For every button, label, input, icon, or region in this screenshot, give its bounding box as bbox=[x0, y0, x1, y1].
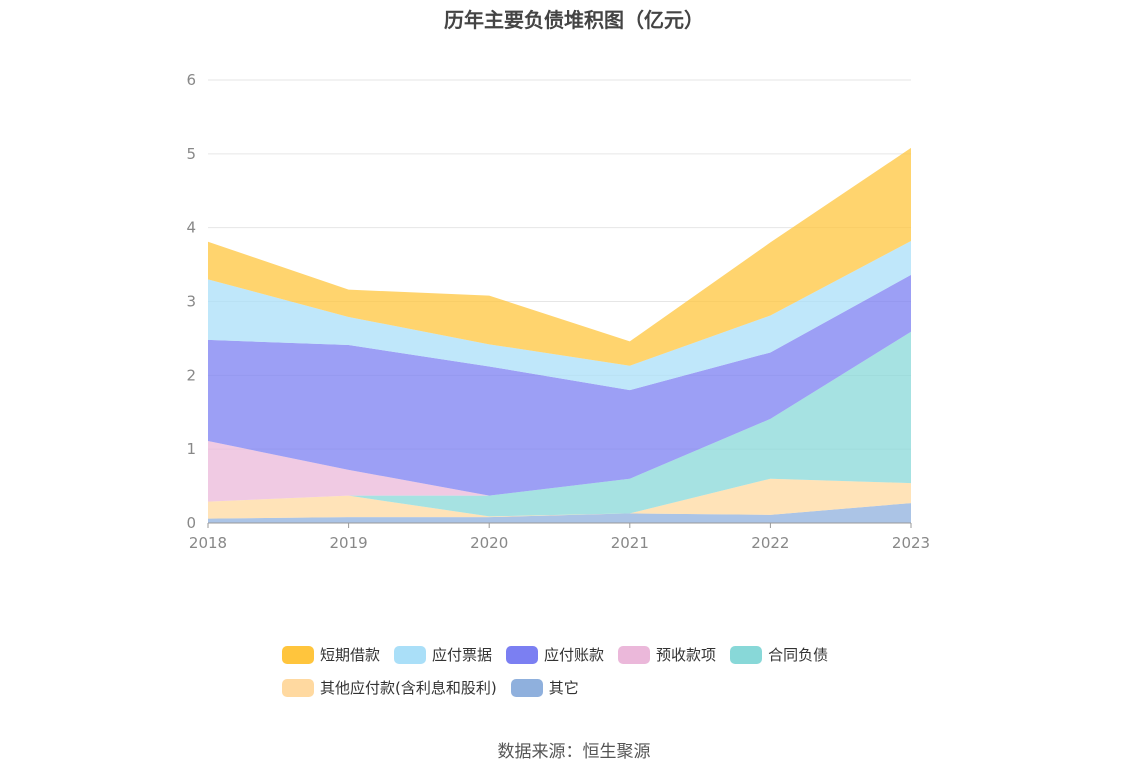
legend-item-advance-receipts[interactable]: 预收款项 bbox=[618, 644, 716, 665]
x-tick-label: 2018 bbox=[189, 534, 227, 552]
legend-item-contract-liabilities[interactable]: 合同负债 bbox=[730, 644, 828, 665]
area-series bbox=[208, 478, 911, 519]
legend-swatch bbox=[618, 645, 651, 664]
area-series bbox=[208, 503, 911, 523]
stacked-area-chart: 0 1 2 3 4 5 6 2018 2019 2020 2021 2022 2023 bbox=[186, 71, 930, 552]
legend-swatch bbox=[506, 645, 539, 664]
legend-item-short-term-loans[interactable]: 短期借款 bbox=[282, 644, 380, 665]
legend-swatch bbox=[282, 645, 314, 664]
y-tick-label: 1 bbox=[186, 440, 196, 458]
legend-item-notes-payable[interactable]: 应付票据 bbox=[394, 644, 492, 665]
legend-row-2: 其他应付款(含利息和股利) 其它 bbox=[282, 671, 882, 704]
y-tick-label: 2 bbox=[186, 366, 196, 384]
area-series bbox=[208, 331, 911, 502]
area-series bbox=[208, 274, 911, 496]
legend-label: 应付账款 bbox=[544, 646, 605, 664]
legend-label: 短期借款 bbox=[320, 646, 381, 664]
legend-label: 其它 bbox=[548, 679, 579, 697]
legend-swatch bbox=[510, 678, 543, 697]
y-tick-label: 6 bbox=[186, 71, 196, 89]
y-tick-label: 3 bbox=[186, 293, 196, 311]
chart-legend: 短期借款 应付票据 应付账款 预收款项 合同负债 其他应付款(含利息和股利) 其… bbox=[282, 638, 882, 704]
legend-swatch bbox=[394, 645, 427, 664]
x-tick-label: 2020 bbox=[470, 534, 508, 552]
legend-item-accounts-payable[interactable]: 应付账款 bbox=[506, 644, 604, 665]
legend-label: 合同负债 bbox=[768, 646, 829, 664]
area-series bbox=[208, 147, 911, 366]
x-tick-label: 2019 bbox=[330, 534, 368, 552]
x-tick-label: 2023 bbox=[892, 534, 930, 552]
legend-swatch bbox=[730, 645, 763, 664]
x-tick-label: 2021 bbox=[611, 534, 649, 552]
data-source-note: 数据来源：恒生聚源 bbox=[497, 742, 651, 762]
area-series bbox=[208, 331, 911, 517]
legend-label: 应付票据 bbox=[432, 646, 493, 664]
legend-swatch bbox=[282, 678, 314, 697]
legend-item-other-payables[interactable]: 其他应付款(含利息和股利) bbox=[282, 677, 497, 698]
legend-item-others[interactable]: 其它 bbox=[510, 677, 579, 698]
legend-label: 预收款项 bbox=[656, 646, 717, 664]
y-tick-label: 0 bbox=[186, 514, 196, 532]
y-tick-label: 5 bbox=[186, 145, 196, 163]
x-tick-label: 2022 bbox=[751, 534, 789, 552]
chart-title: 历年主要负债堆积图（亿元） bbox=[444, 8, 704, 32]
area-series bbox=[208, 240, 911, 391]
legend-label: 其他应付款(含利息和股利) bbox=[320, 679, 497, 697]
y-tick-label: 4 bbox=[186, 219, 196, 237]
legend-row-1: 短期借款 应付票据 应付账款 预收款项 合同负债 bbox=[282, 638, 882, 671]
